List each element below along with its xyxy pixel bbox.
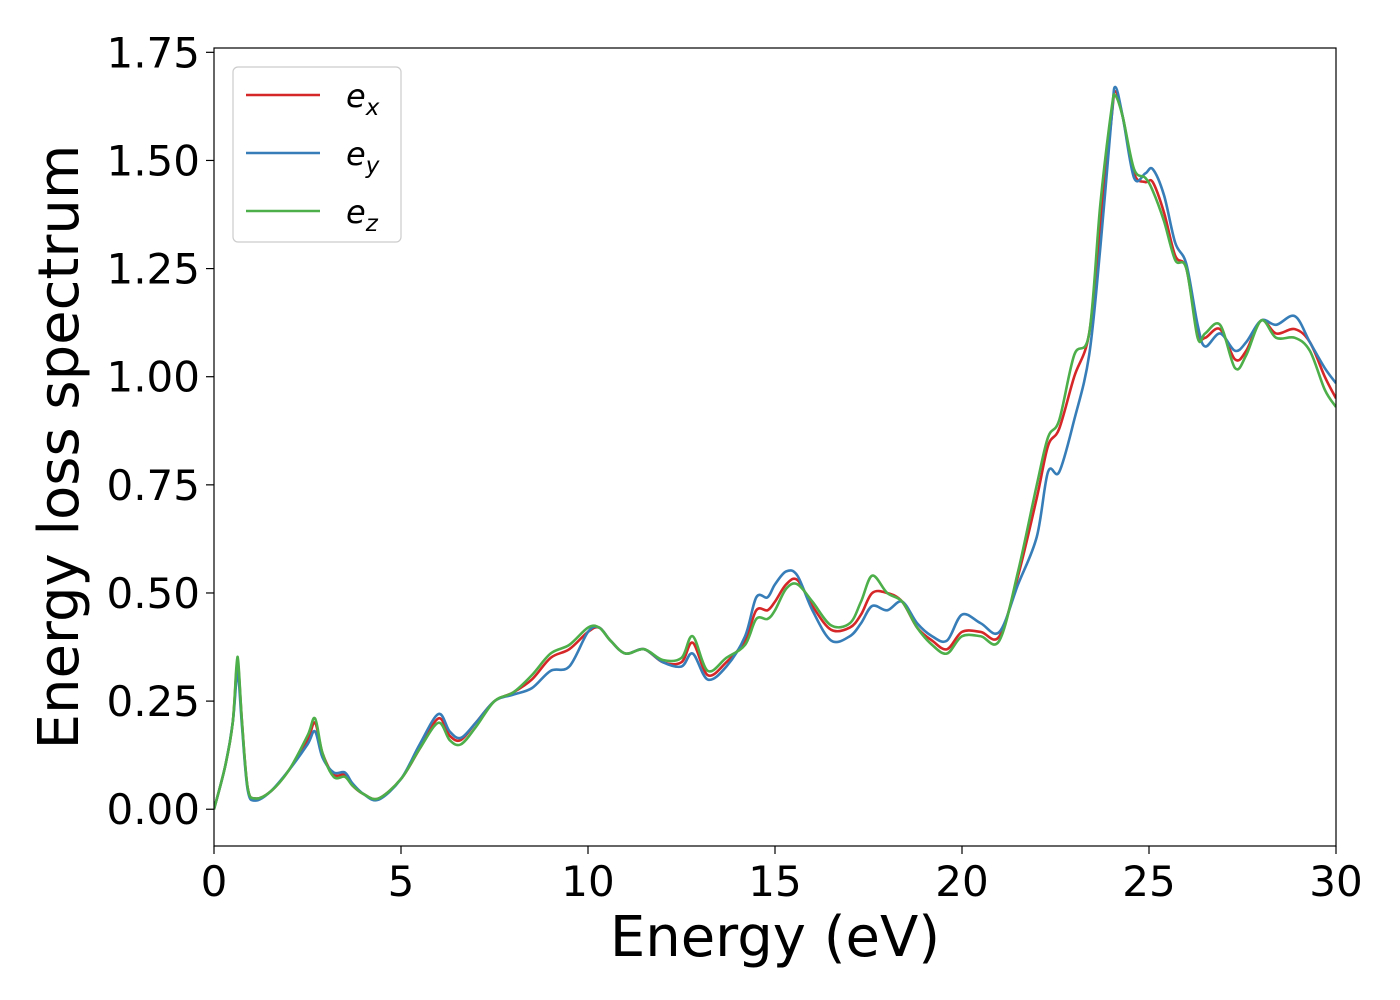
- x-tick-label: 20: [935, 857, 988, 906]
- legend: ex ey ez: [232, 66, 402, 243]
- x-tick-label: 25: [1122, 857, 1175, 906]
- x-tick-label: 15: [748, 857, 801, 906]
- y-tick-label: 1.00: [106, 353, 200, 402]
- y-axis-label: Energy loss spectrum: [27, 145, 92, 750]
- legend-label: ez: [346, 193, 379, 237]
- x-tick-label: 5: [388, 857, 415, 906]
- x-ticks: 0 5 10 15 20 25 30: [201, 846, 1363, 906]
- y-ticks: 0.00 0.25 0.50 0.75 1.00 1.25 1.50 1.75: [106, 28, 214, 834]
- x-tick-label: 10: [561, 857, 614, 906]
- y-tick-label: 0.25: [106, 677, 200, 726]
- legend-box: [232, 66, 402, 243]
- y-tick-label: 0.75: [106, 461, 200, 510]
- series-line-e-z: [214, 92, 1336, 810]
- y-tick-label: 1.50: [106, 136, 200, 185]
- legend-items: ex ey ez: [246, 77, 380, 237]
- series-layer: [214, 85, 1336, 810]
- legend-label: ey: [346, 135, 380, 179]
- x-tick-label: 30: [1309, 857, 1362, 906]
- y-tick-label: 1.25: [106, 245, 200, 294]
- x-axis-label: Energy (eV): [610, 905, 940, 970]
- y-tick-label: 1.75: [106, 28, 200, 77]
- x-tick-label: 0: [201, 857, 228, 906]
- y-tick-label: 0.00: [106, 785, 200, 834]
- legend-label: ex: [346, 77, 380, 121]
- series-line-e-y: [214, 85, 1336, 810]
- y-tick-label: 0.50: [106, 569, 200, 618]
- series-line-e-x: [214, 89, 1336, 810]
